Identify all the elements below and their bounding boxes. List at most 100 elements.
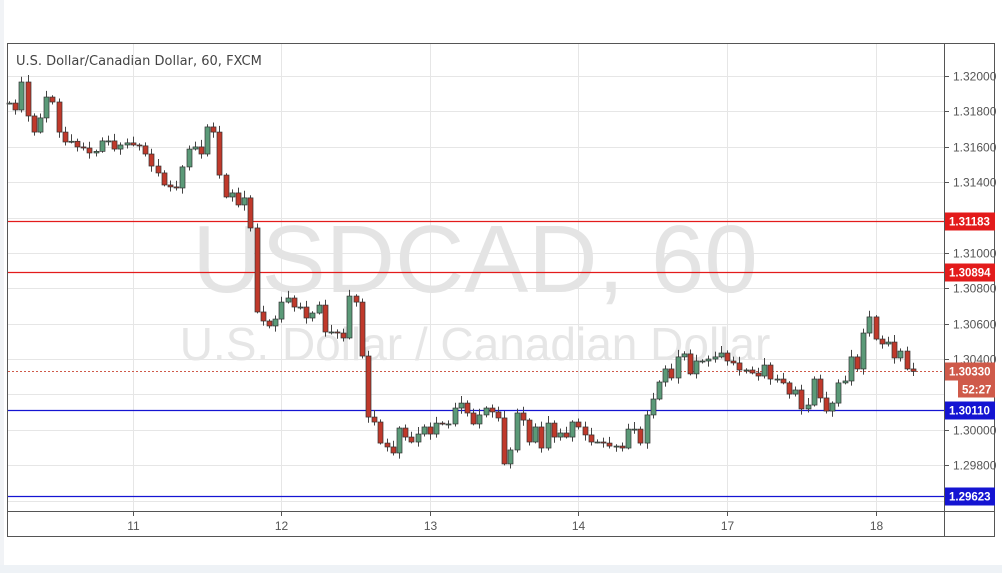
candle-up bbox=[179, 166, 186, 189]
x-tick-label: 12 bbox=[275, 519, 289, 533]
candle-up bbox=[241, 197, 248, 206]
candle-down bbox=[322, 304, 329, 333]
candle-up bbox=[514, 412, 521, 451]
candle-down bbox=[854, 356, 861, 370]
horizontal-levels bbox=[8, 220, 944, 498]
candle-down bbox=[910, 368, 917, 372]
level-label-bg bbox=[945, 401, 995, 420]
candle-down bbox=[904, 350, 911, 370]
candle-down bbox=[359, 301, 366, 357]
candle-down bbox=[365, 355, 372, 418]
candle-down bbox=[223, 174, 230, 198]
price-labels: 1.31183 1.30894 1.30110 1.29623 1.30330 52:27 bbox=[945, 212, 995, 506]
candle-up bbox=[18, 81, 25, 111]
candle-down bbox=[216, 131, 223, 176]
candle-down bbox=[489, 407, 496, 413]
candle-down bbox=[767, 364, 774, 380]
candle-up bbox=[774, 378, 781, 381]
candle-up bbox=[842, 380, 849, 384]
countdown-label-bg bbox=[958, 380, 995, 398]
current-price-label: 1.30330 bbox=[949, 367, 991, 379]
candle-down bbox=[736, 362, 743, 371]
candle-up bbox=[613, 445, 620, 448]
candle-down bbox=[247, 197, 254, 229]
candle-down bbox=[340, 332, 347, 339]
candle-down bbox=[588, 434, 595, 443]
candle-up bbox=[192, 146, 199, 150]
candle-up bbox=[675, 356, 682, 379]
candle-up bbox=[507, 449, 514, 465]
candle-down bbox=[173, 186, 180, 189]
candle-down bbox=[80, 146, 87, 149]
candle-up bbox=[297, 306, 304, 309]
page-margin bbox=[0, 0, 4, 573]
candle-down bbox=[495, 411, 502, 419]
candle-down bbox=[749, 369, 756, 374]
level-label: 1.30894 bbox=[949, 268, 991, 280]
candle-up bbox=[705, 358, 712, 362]
candle-up bbox=[866, 316, 873, 334]
chart-title: U.S. Dollar/Canadian Dollar, 60, FXCM bbox=[16, 54, 262, 69]
candle-up bbox=[532, 426, 539, 443]
candle-down bbox=[891, 341, 898, 359]
candle-up bbox=[124, 142, 131, 146]
y-tick-label: 1.29800 bbox=[953, 459, 997, 473]
y-tick-label: 1.31600 bbox=[953, 141, 997, 155]
candle-down bbox=[74, 140, 81, 148]
candle-down bbox=[501, 417, 508, 465]
candle-up bbox=[594, 441, 601, 444]
candle-down bbox=[303, 306, 310, 319]
level-label-bg bbox=[945, 263, 995, 282]
candle-down bbox=[142, 145, 149, 155]
candle-up bbox=[117, 144, 124, 150]
candle-down bbox=[384, 442, 391, 448]
candle-up bbox=[835, 382, 842, 404]
candle-down bbox=[86, 147, 93, 154]
level-label-bg bbox=[945, 487, 995, 506]
candle-up bbox=[625, 428, 632, 449]
candle-down bbox=[210, 126, 217, 133]
y-tick-label: 1.31400 bbox=[953, 176, 997, 190]
candle-up bbox=[681, 353, 688, 358]
candle-down bbox=[873, 316, 880, 340]
x-tick-label: 14 bbox=[572, 519, 586, 533]
x-tick-label: 18 bbox=[870, 519, 884, 533]
candle-down bbox=[551, 422, 558, 438]
x-tick-label: 11 bbox=[127, 519, 140, 533]
candle-down bbox=[130, 142, 137, 146]
candle-up bbox=[860, 332, 867, 370]
candle-down bbox=[668, 368, 675, 379]
candle-up bbox=[829, 402, 836, 412]
candle-up bbox=[885, 341, 892, 345]
y-tick-label: 1.31000 bbox=[953, 247, 997, 261]
candle-down bbox=[879, 338, 886, 345]
candle-down bbox=[161, 172, 168, 186]
candle-down bbox=[520, 412, 527, 421]
candle-up bbox=[662, 368, 669, 383]
candle-up bbox=[761, 364, 768, 377]
candle-down bbox=[62, 131, 69, 143]
candle-up bbox=[272, 318, 279, 327]
candle-down bbox=[470, 412, 477, 425]
candle-up bbox=[421, 426, 428, 435]
candle-down bbox=[637, 428, 644, 444]
candle-down bbox=[266, 320, 273, 327]
candle-down bbox=[254, 227, 261, 313]
candle-up bbox=[452, 407, 459, 425]
y-tick-label: 1.30800 bbox=[953, 282, 997, 296]
candle-down bbox=[755, 372, 762, 377]
candle-down bbox=[817, 378, 824, 399]
level-label: 1.29623 bbox=[949, 492, 991, 504]
candle-down bbox=[798, 389, 805, 410]
price-axis[interactable]: 1.32000 1.31800 1.31600 1.31400 1.31000 1.308… bbox=[944, 70, 997, 473]
time-axis[interactable]: 11 12 13 14 17 18 bbox=[127, 511, 883, 533]
candle-up bbox=[445, 423, 452, 426]
candle-up bbox=[105, 140, 112, 143]
candle-down bbox=[377, 421, 384, 444]
candle-down bbox=[49, 96, 56, 103]
candle-down bbox=[619, 445, 626, 449]
y-tick-label: 1.32000 bbox=[953, 70, 997, 84]
candle-up bbox=[644, 414, 651, 444]
level-label: 1.31183 bbox=[949, 217, 990, 229]
